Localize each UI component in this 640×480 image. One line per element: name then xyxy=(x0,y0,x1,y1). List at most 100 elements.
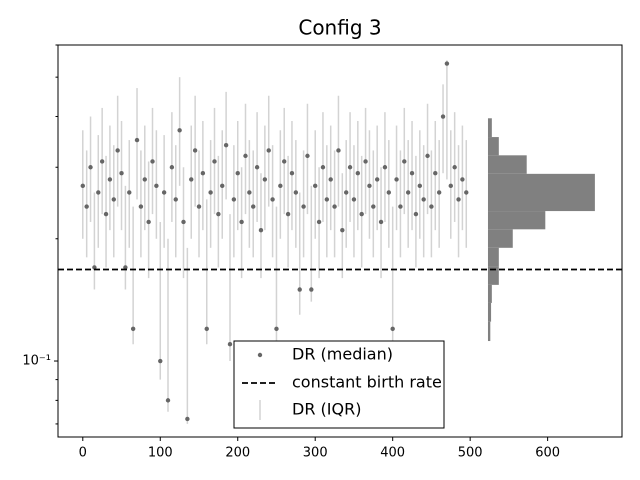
median-point xyxy=(99,159,105,164)
median-point xyxy=(251,204,256,209)
legend-label: DR (IQR) xyxy=(292,400,361,419)
median-point xyxy=(359,211,364,217)
median-point xyxy=(313,183,318,189)
median-point xyxy=(297,287,302,292)
median-point xyxy=(216,211,221,217)
median-point xyxy=(200,171,206,176)
median-point xyxy=(235,171,240,176)
median-point xyxy=(282,159,287,164)
x-tick-label: 200 xyxy=(225,446,250,461)
median-point xyxy=(111,197,116,202)
median-point xyxy=(320,165,326,170)
x-tick-label: 100 xyxy=(148,446,173,461)
median-point xyxy=(254,165,260,170)
median-point xyxy=(165,398,171,403)
legend-label: constant birth rate xyxy=(292,373,442,392)
median-point xyxy=(123,265,128,270)
x-tick-label: 300 xyxy=(303,446,328,461)
median-point xyxy=(448,183,453,189)
median-point xyxy=(371,204,376,209)
median-point xyxy=(154,183,159,189)
legend-marker xyxy=(257,352,263,358)
median-point xyxy=(285,211,291,217)
median-point xyxy=(347,165,353,170)
plot-frame xyxy=(57,44,623,438)
median-point xyxy=(324,197,330,202)
median-point xyxy=(158,358,163,364)
median-point xyxy=(456,197,461,202)
histogram-bar xyxy=(487,284,492,303)
median-point xyxy=(204,326,209,332)
median-point xyxy=(417,183,422,189)
histogram-bar xyxy=(487,321,491,342)
legend: DR (median) constant birth rate DR (IQR) xyxy=(233,340,445,429)
histogram-bar xyxy=(487,173,595,193)
median-point xyxy=(402,159,407,164)
median-point xyxy=(146,219,151,225)
median-point xyxy=(223,142,229,148)
median-point xyxy=(305,153,310,159)
median-point xyxy=(134,137,140,143)
median-point xyxy=(161,190,167,195)
median-point xyxy=(80,183,85,189)
median-point xyxy=(150,159,155,164)
histogram-bar xyxy=(487,192,595,212)
median-point xyxy=(220,183,225,189)
median-point xyxy=(444,61,450,66)
median-point xyxy=(243,153,248,159)
median-point xyxy=(231,197,237,202)
histogram-bar xyxy=(487,155,527,174)
median-point xyxy=(169,165,175,170)
median-point xyxy=(436,190,442,195)
median-point xyxy=(340,227,345,233)
median-point xyxy=(127,190,132,195)
median-point xyxy=(452,165,457,170)
median-point xyxy=(258,227,264,233)
median-point xyxy=(192,148,198,153)
median-point xyxy=(177,128,182,133)
histogram-bar xyxy=(487,302,492,322)
median-point xyxy=(239,219,244,225)
x-tick-label: 0 xyxy=(79,446,87,461)
histogram-bar xyxy=(487,266,499,285)
median-point xyxy=(394,177,399,182)
median-point xyxy=(301,204,306,209)
median-point xyxy=(130,326,136,332)
median-point xyxy=(413,211,419,217)
median-point xyxy=(386,190,392,195)
median-point xyxy=(181,219,186,225)
chart-title: Config 3 xyxy=(298,16,381,40)
median-point xyxy=(464,190,469,195)
median-point xyxy=(382,165,388,170)
median-point xyxy=(96,190,101,195)
median-point xyxy=(405,190,411,195)
median-point xyxy=(212,159,217,164)
median-point xyxy=(363,159,368,164)
median-point xyxy=(262,177,268,182)
median-point xyxy=(328,177,333,182)
median-point xyxy=(173,197,178,202)
median-point xyxy=(274,326,279,332)
median-point xyxy=(227,342,233,347)
median-point xyxy=(247,190,252,195)
median-point xyxy=(374,177,380,182)
median-point xyxy=(142,177,147,182)
median-point xyxy=(409,171,415,176)
median-point xyxy=(390,326,395,332)
median-point xyxy=(336,148,341,153)
median-point xyxy=(138,204,144,209)
median-point xyxy=(421,197,426,202)
histogram-bar xyxy=(487,137,499,156)
median-point xyxy=(119,171,124,176)
median-point xyxy=(332,204,337,209)
median-point xyxy=(398,204,403,209)
median-point xyxy=(367,183,372,189)
median-point xyxy=(208,190,213,195)
median-point xyxy=(351,197,357,202)
median-point xyxy=(289,171,295,176)
median-point xyxy=(189,177,194,182)
median-point xyxy=(460,177,465,182)
legend-label: DR (median) xyxy=(292,345,393,364)
median-point xyxy=(378,219,384,225)
x-tick-label: 500 xyxy=(458,446,483,461)
